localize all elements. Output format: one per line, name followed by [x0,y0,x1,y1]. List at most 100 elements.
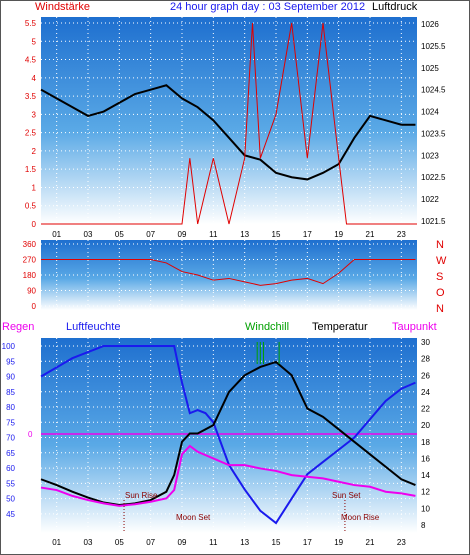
panel3-plot-area [41,338,417,533]
hour-tick: 19 [334,230,343,239]
rain-zero-tick: 0 [28,430,33,439]
compass-label: O [436,287,445,299]
hour-tick: 17 [303,230,312,239]
humidity-tick: 70 [6,434,15,443]
hour-tick: 17 [303,538,312,547]
pressure-tick: 1022 [421,195,439,204]
wind-direction-tick: 90 [27,287,36,296]
humidity-axis-label: Luftfeuchte [66,321,120,333]
compass-label: N [436,239,444,251]
moon-set-annotation: Moon Set [176,513,211,522]
humidity-tick: 60 [6,464,15,473]
pressure-tick: 1021.5 [421,217,446,226]
humidity-tick: 90 [6,373,15,382]
temperature-tick: 20 [421,421,430,430]
rain-label: Regen [2,321,34,333]
hour-tick: 01 [52,538,61,547]
hour-tick: 07 [146,230,155,239]
pressure-tick: 1025.5 [421,42,446,51]
hour-tick: 23 [397,538,406,547]
series-line-wind-direction [41,259,416,286]
hour-tick: 01 [52,230,61,239]
wind-strength-tick: 4 [32,74,37,83]
sun-set-annotation: Sun Set [332,491,361,500]
humidity-tick: 75 [6,418,15,427]
sun-rise-annotation: Sun Rise [125,491,158,500]
hour-tick: 13 [240,538,249,547]
hour-tick: 11 [209,538,218,547]
compass-label: S [436,271,443,283]
wind-strength-tick: 3.5 [25,92,37,101]
wind-direction-tick: 360 [23,240,37,249]
temperature-tick: 18 [421,438,430,447]
humidity-tick: 50 [6,495,15,504]
temperature-tick: 14 [421,471,430,480]
hour-tick: 03 [84,538,93,547]
series-line-luftfeuchte [40,345,416,525]
series-line-taupunkt [40,444,416,507]
humidity-tick: 95 [6,357,15,366]
humidity-tick: 100 [2,342,16,351]
humidity-tick: 65 [6,449,15,458]
hour-tick: 15 [272,230,281,239]
wind-direction-tick: 180 [23,271,37,280]
pressure-tick: 1022.5 [421,173,446,182]
temperature-tick: 10 [421,504,430,513]
compass-label: N [436,303,444,315]
dewpoint-label: Taupunkt [392,321,437,333]
temperature-tick: 8 [421,521,426,530]
hour-tick: 21 [366,538,375,547]
hour-tick: 09 [178,538,187,547]
pressure-tick: 1023.5 [421,129,446,138]
humidity-tick: 55 [6,479,15,488]
series-line-luftdruck [40,84,416,181]
humidity-tick: 85 [6,388,15,397]
hour-tick: 05 [115,230,124,239]
windchill-label: Windchill [245,321,289,333]
wind-strength-tick: 4.5 [25,56,37,65]
compass-label: W [436,255,447,267]
humidity-tick: 45 [6,510,15,519]
wind-strength-tick: 5 [32,37,37,46]
temperature-tick: 28 [421,355,430,364]
temperature-axis-label: Temperatur [312,321,368,333]
pressure-tick: 1024 [421,108,439,117]
hour-tick: 13 [240,230,249,239]
hour-tick: 15 [272,538,281,547]
series-line-windstrke [41,22,417,225]
hour-tick: 09 [178,230,187,239]
temperature-tick: 30 [421,338,430,347]
wind-strength-tick: 2 [32,147,37,156]
panel1-plot-area [41,17,417,224]
hour-tick: 03 [84,230,93,239]
hour-tick: 19 [334,538,343,547]
wind-strength-tick: 5.5 [25,19,37,28]
hour-tick: 23 [397,230,406,239]
wind-strength-axis-label: Windstärke [35,1,90,13]
pressure-tick: 1024.5 [421,86,446,95]
humidity-tick: 80 [6,403,15,412]
wind-strength-tick: 0 [32,220,37,229]
moon-rise-annotation: Moon Rise [341,513,380,522]
wind-strength-tick: 2.5 [25,129,37,138]
temperature-tick: 12 [421,488,430,497]
pressure-axis-label: Luftdruck [372,1,418,13]
temperature-tick: 24 [421,388,430,397]
temperature-tick: 16 [421,454,430,463]
pressure-tick: 1025 [421,64,439,73]
chart-title: 24 hour graph day : 03 September 2012 [170,1,365,13]
hour-tick: 21 [366,230,375,239]
hour-tick: 11 [209,230,218,239]
wind-direction-tick: 0 [32,302,37,311]
temperature-tick: 26 [421,371,430,380]
wind-direction-tick: 270 [23,256,37,265]
wind-strength-tick: 0.5 [25,202,37,211]
wind-strength-tick: 1.5 [25,165,37,174]
temperature-tick: 22 [421,405,430,414]
wind-strength-tick: 1 [32,183,37,192]
wind-strength-tick: 3 [32,110,37,119]
pressure-tick: 1023 [421,151,439,160]
pressure-tick: 1026 [421,20,439,29]
hour-tick: 07 [146,538,155,547]
